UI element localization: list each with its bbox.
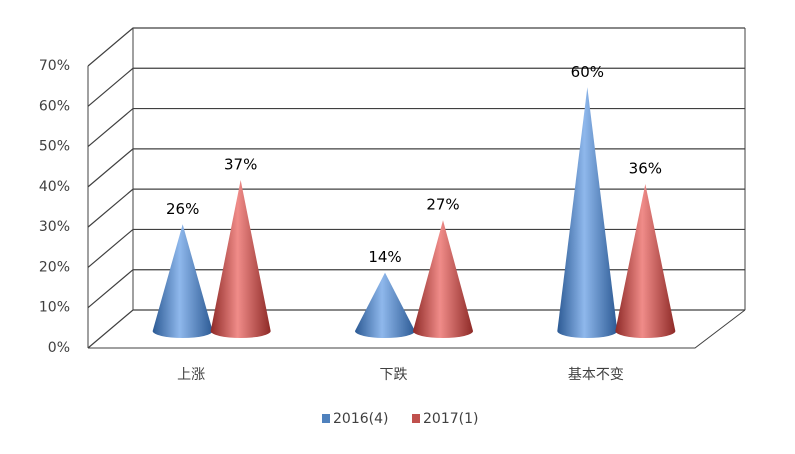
x-tick-label: 上涨 [177,367,205,383]
grid-line [87,27,745,67]
y-tick-label: 40% [39,179,70,195]
cone [615,183,676,339]
y-tick-label: 70% [39,58,70,74]
value-label: 26% [166,200,199,218]
x-tick-label: 基本不变 [568,366,624,383]
legend-swatch [322,414,330,423]
grid-line [87,148,745,188]
value-label: 36% [629,159,662,177]
grid-line [87,269,745,309]
y-tick-label: 10% [39,300,70,316]
grid-line [87,107,745,148]
y-tick-label: 30% [39,219,70,235]
y-tick-label: 60% [39,98,70,114]
grid-line [87,228,745,268]
value-label: 37% [224,155,257,173]
y-tick-label: 50% [39,139,70,155]
grid-line [87,188,745,228]
y-tick-label: 0% [48,340,70,356]
cone [152,224,213,339]
x-tick-label: 下跌 [380,367,408,383]
grid-line [87,309,745,349]
legend-swatch [412,414,420,423]
value-label: 14% [368,248,401,266]
legend-label: 2017(1) [423,411,478,427]
legend-label: 2016(4) [333,411,388,427]
floor-edge [88,309,746,349]
cone [355,272,415,338]
value-label: 60% [571,63,604,81]
cone [413,220,473,338]
cone [210,179,271,338]
cone [557,87,618,339]
value-label: 27% [426,196,459,214]
grid-line [87,67,745,107]
y-tick-label: 20% [39,259,70,275]
